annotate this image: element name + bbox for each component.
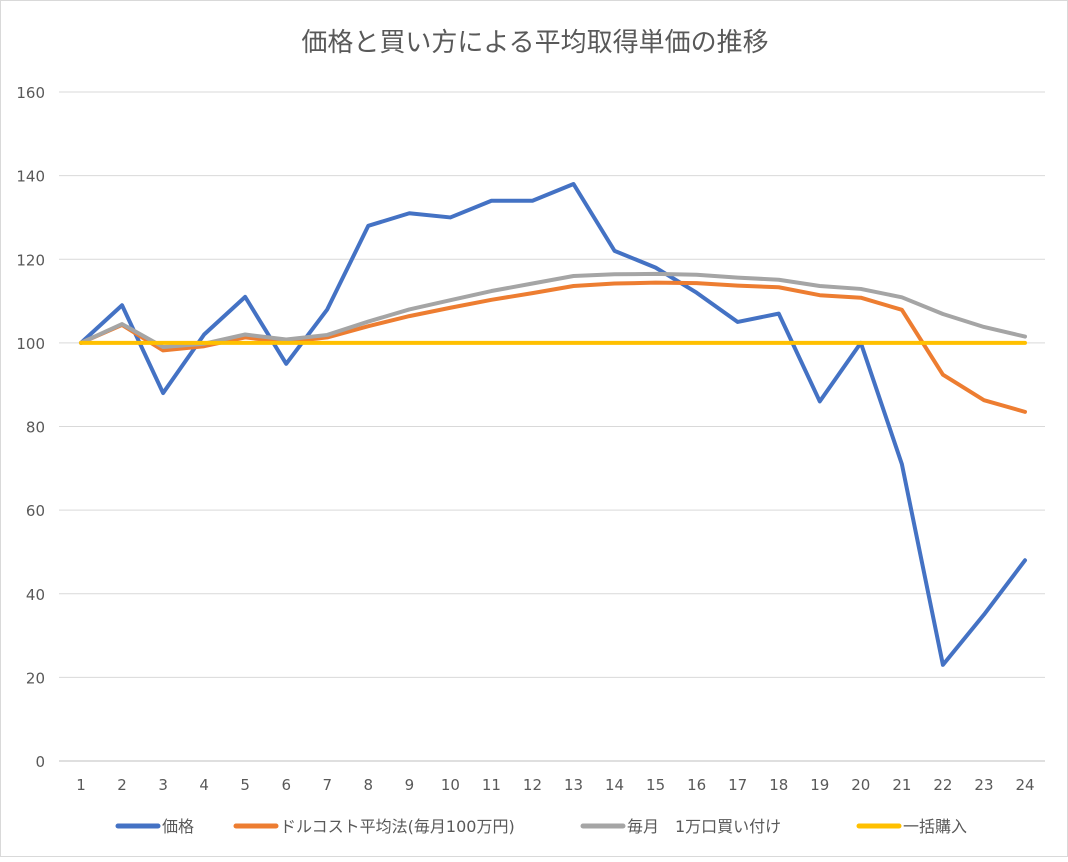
y-axis-ticks: 0 20 40 60 80 100 120 140 160 (16, 84, 45, 771)
x-tick-label: 8 (364, 776, 374, 794)
legend-item: 毎月 1万口買い付け (580, 817, 781, 836)
x-tick-label: 7 (322, 776, 332, 794)
x-tick-label: 13 (564, 776, 583, 794)
x-tick-label: 21 (892, 776, 911, 794)
x-tick-label: 15 (646, 776, 665, 794)
legend-item: 価格 (115, 817, 194, 836)
legend-label: ドルコスト平均法(毎月100万円) (280, 817, 515, 836)
x-tick-label: 17 (728, 776, 747, 794)
x-tick-label: 1 (76, 776, 86, 794)
series-line-3 (79, 271, 1027, 350)
x-tick-label: 11 (482, 776, 501, 794)
x-tick-label: 5 (240, 776, 250, 794)
legend-label: 一括購入 (903, 817, 967, 836)
x-tick-label: 9 (405, 776, 415, 794)
x-tick-label: 14 (605, 776, 624, 794)
legend-label: 価格 (162, 817, 194, 836)
x-tick-label: 24 (1015, 776, 1034, 794)
series-lines (79, 181, 1027, 667)
legend-label: 毎月 1万口買い付け (627, 817, 781, 836)
x-tick-label: 4 (199, 776, 209, 794)
x-tick-label: 3 (158, 776, 168, 794)
x-tick-label: 18 (769, 776, 788, 794)
y-tick-label: 0 (35, 753, 45, 771)
legend-item: 一括購入 (856, 817, 967, 836)
x-tick-label: 6 (281, 776, 291, 794)
legend: 価格 ドルコスト平均法(毎月100万円) 毎月 1万口買い付け 一括購入 (115, 817, 967, 836)
legend-item: ドルコスト平均法(毎月100万円) (233, 817, 515, 836)
x-tick-label: 12 (523, 776, 542, 794)
x-axis-ticks: 1 2 3 4 5 6 7 8 9 10 11 12 13 14 15 16 17 18 19 20 21 22 23 24 (76, 776, 1034, 794)
y-tick-label: 120 (16, 251, 45, 269)
series-line-2 (79, 280, 1027, 414)
x-tick-label: 20 (851, 776, 870, 794)
y-tick-label: 40 (26, 586, 45, 604)
chart-title: 価格と買い方による平均取得単価の推移 (301, 28, 768, 58)
x-tick-label: 16 (687, 776, 706, 794)
y-tick-label: 60 (26, 502, 45, 520)
x-tick-label: 2 (117, 776, 127, 794)
series-line-1 (79, 181, 1027, 667)
x-tick-label: 22 (933, 776, 952, 794)
x-tick-label: 10 (441, 776, 460, 794)
y-tick-label: 140 (16, 168, 45, 186)
x-tick-label: 19 (810, 776, 829, 794)
y-tick-label: 100 (16, 335, 45, 353)
x-tick-label: 23 (974, 776, 993, 794)
y-tick-label: 80 (26, 419, 45, 437)
y-tick-label: 20 (26, 669, 45, 687)
y-tick-label: 160 (16, 84, 45, 102)
